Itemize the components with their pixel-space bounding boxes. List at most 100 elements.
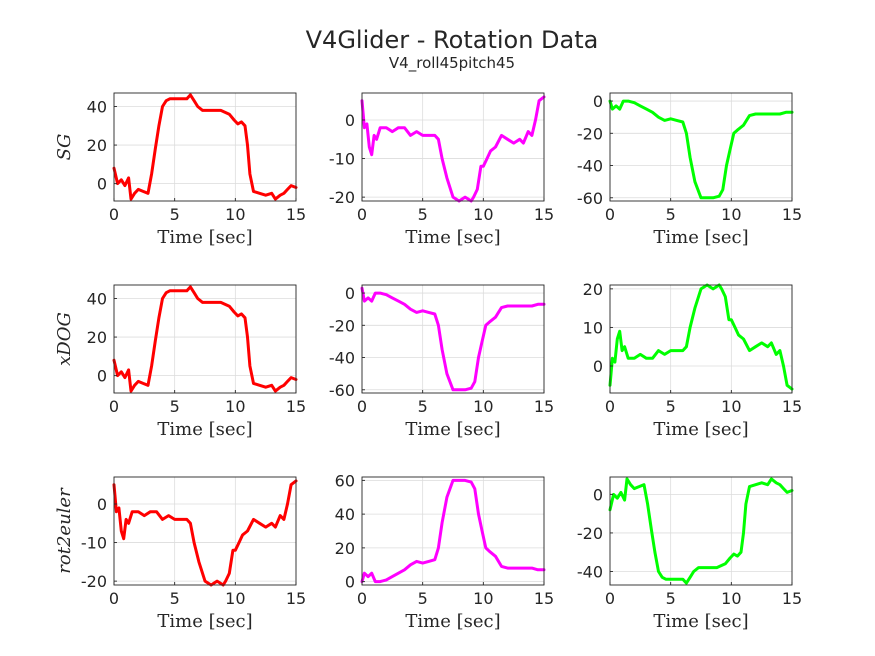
y-tick-label: 60	[335, 471, 355, 490]
x-tick-label: 0	[357, 397, 367, 416]
y-tick-label: 20	[583, 280, 603, 299]
y-axis-label: rot2euler	[54, 487, 75, 574]
y-tick-label: -60	[577, 189, 603, 208]
x-tick-label: 15	[534, 205, 554, 224]
plot-area	[610, 93, 792, 201]
y-tick-label: -20	[329, 316, 355, 335]
y-tick-label: 40	[87, 98, 107, 117]
subplot-2-0: 0 5 10 15 -20 -10 0 Time [sec] rot2euler	[54, 476, 306, 632]
x-tick-label: 10	[225, 397, 245, 416]
x-tick-label: 10	[473, 397, 493, 416]
subplot-1-2: 0 5 10 15 0 10 20 Time [sec]	[583, 280, 803, 440]
y-axis-label: xDOG	[54, 312, 75, 366]
y-tick-label: -40	[577, 563, 603, 582]
x-tick-label: 5	[170, 205, 180, 224]
axes-frame	[609, 284, 793, 394]
series-line-0	[112, 93, 298, 201]
y-tick-label: 20	[87, 328, 107, 347]
x-tick-label: 5	[170, 397, 180, 416]
y-tick-label: 20	[335, 539, 355, 558]
subplot-0-1: 0 5 10 15 -20 -10 0 Time [sec]	[329, 92, 554, 248]
y-tick-label: -20	[81, 572, 107, 591]
x-tick-label: 10	[473, 205, 493, 224]
x-tick-label: 15	[286, 589, 306, 608]
y-tick-label: 0	[593, 92, 603, 111]
x-tick-label: 10	[473, 589, 493, 608]
axes-frame	[609, 476, 793, 586]
subplot-1-1: 0 5 10 15 -60 -40 -20 0 Time [sec]	[329, 284, 554, 440]
x-tick-label: 15	[534, 397, 554, 416]
x-tick-label: 5	[170, 589, 180, 608]
x-tick-label: 0	[109, 589, 119, 608]
y-tick-label: -10	[329, 150, 355, 169]
x-tick-label: 15	[782, 397, 802, 416]
x-axis-label: Time [sec]	[653, 419, 748, 440]
x-tick-label: 5	[418, 589, 428, 608]
subplot-2-1: 0 5 10 15 0 20 40 60 Time [sec]	[335, 471, 555, 632]
x-tick-label: 5	[418, 397, 428, 416]
x-tick-label: 10	[721, 205, 741, 224]
series-line-0	[360, 286, 546, 392]
series-line-0	[360, 95, 546, 203]
x-tick-label: 0	[357, 205, 367, 224]
plot-area	[362, 93, 544, 201]
x-tick-label: 5	[666, 589, 676, 608]
axes-frame	[113, 284, 297, 394]
y-tick-label: -20	[577, 524, 603, 543]
x-axis-label: Time [sec]	[653, 227, 748, 248]
series-line-0	[112, 285, 298, 393]
x-axis-label: Time [sec]	[405, 611, 500, 632]
x-tick-label: 5	[666, 205, 676, 224]
x-tick-label: 0	[109, 205, 119, 224]
x-tick-label: 0	[605, 397, 615, 416]
y-tick-label: 20	[87, 136, 107, 155]
axes-frame	[113, 92, 297, 202]
subplot-1-0: 0 5 10 15 0 20 40 Time [sec] xDOG	[54, 284, 306, 440]
figure-title: V4Glider - Rotation Data	[306, 26, 599, 54]
x-tick-label: 15	[286, 205, 306, 224]
axes-frame	[113, 476, 297, 586]
y-tick-label: 40	[335, 505, 355, 524]
subplot-grid: 0 5 10 15 0 20 40 Time [sec] SG 0 5 10 15 -20 -10 0 Time…	[54, 92, 802, 632]
subplot-0-2: 0 5 10 15 -60 -40 -20 0 Time [sec]	[577, 92, 802, 248]
plot-area	[114, 477, 296, 585]
x-tick-label: 15	[286, 397, 306, 416]
x-axis-label: Time [sec]	[157, 611, 252, 632]
y-tick-label: 0	[593, 357, 603, 376]
x-tick-label: 15	[782, 589, 802, 608]
series-line-0	[360, 478, 546, 584]
y-tick-label: 0	[593, 485, 603, 504]
x-tick-label: 10	[225, 589, 245, 608]
series-line-0	[608, 99, 794, 200]
x-tick-label: 5	[418, 205, 428, 224]
series-line-0	[608, 283, 794, 391]
x-tick-label: 10	[225, 205, 245, 224]
y-tick-label: -20	[329, 188, 355, 207]
y-tick-label: -40	[577, 157, 603, 176]
series-line-0	[608, 477, 794, 585]
figure-subtitle: V4_roll45pitch45	[389, 54, 515, 73]
x-tick-label: 15	[782, 205, 802, 224]
y-tick-label: 0	[97, 367, 107, 386]
y-tick-label: 10	[583, 318, 603, 337]
y-tick-label: 0	[345, 111, 355, 130]
x-tick-label: 0	[605, 589, 615, 608]
subplot-2-2: 0 5 10 15 -40 -20 0 Time [sec]	[577, 476, 802, 632]
x-axis-label: Time [sec]	[405, 419, 500, 440]
y-tick-label: -10	[81, 534, 107, 553]
subplot-0-0: 0 5 10 15 0 20 40 Time [sec] SG	[54, 92, 306, 248]
y-tick-label: 0	[97, 175, 107, 194]
x-axis-label: Time [sec]	[653, 611, 748, 632]
x-tick-label: 10	[721, 589, 741, 608]
series-line-0	[112, 479, 298, 587]
x-tick-label: 0	[357, 589, 367, 608]
x-axis-label: Time [sec]	[405, 227, 500, 248]
x-axis-label: Time [sec]	[157, 227, 252, 248]
y-tick-label: -60	[329, 381, 355, 400]
y-tick-label: -40	[329, 349, 355, 368]
y-tick-label: 0	[97, 495, 107, 514]
y-tick-label: 40	[87, 290, 107, 309]
x-tick-label: 0	[605, 205, 615, 224]
y-axis-label: SG	[54, 134, 75, 161]
